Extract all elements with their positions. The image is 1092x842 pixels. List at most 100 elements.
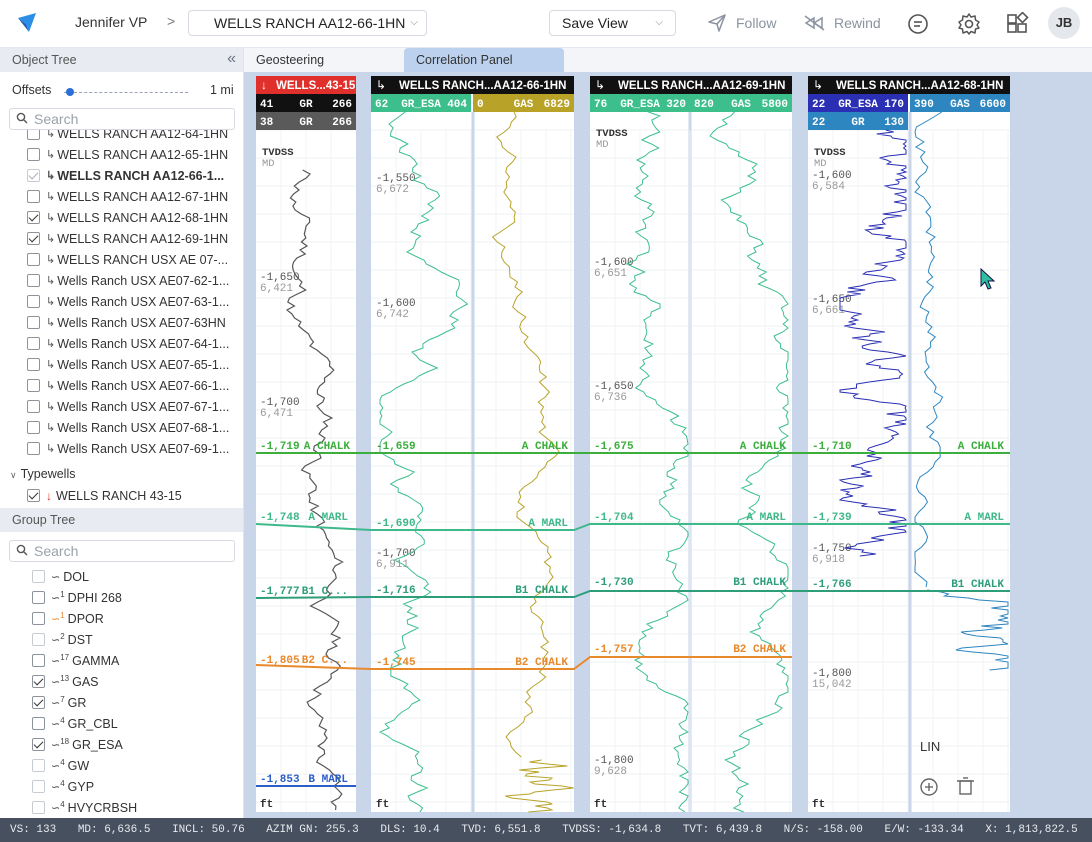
breadcrumb-user[interactable]: Jennifer VP <box>75 14 148 30</box>
typewell-item[interactable]: ↓ WELLS RANCH 43-15 <box>27 485 239 506</box>
group-tree-item[interactable]: ∽4 GYP <box>32 776 94 797</box>
object-checkbox[interactable] <box>27 379 40 392</box>
object-tree-item[interactable]: ↳ WELLS RANCH AA12-64-1HN <box>27 130 239 144</box>
group-checkbox[interactable] <box>32 696 45 709</box>
rewind-icon <box>804 15 825 31</box>
object-checkbox[interactable] <box>27 274 40 287</box>
follow-button[interactable]: Follow <box>706 12 776 34</box>
group-checkbox[interactable] <box>32 759 45 772</box>
object-tree-item[interactable]: ↳ WELLS RANCH AA12-69-1HN <box>27 228 239 249</box>
track-header[interactable] <box>256 76 356 94</box>
widgets-icon[interactable] <box>1005 12 1029 36</box>
app-logo-icon[interactable] <box>16 12 38 34</box>
object-search-input[interactable]: Search <box>9 108 235 130</box>
object-tree-item[interactable]: ↳ Wells Ranch USX AE07-64-1... <box>27 333 239 354</box>
curve-header[interactable] <box>590 94 690 112</box>
object-checkbox[interactable] <box>27 295 40 308</box>
curve-header[interactable] <box>808 112 908 130</box>
object-checkbox[interactable] <box>27 316 40 329</box>
group-checkbox[interactable] <box>32 612 45 625</box>
track-header[interactable] <box>808 76 1010 94</box>
object-tree-item[interactable]: ↳ WELLS RANCH AA12-68-1HN <box>27 207 239 228</box>
group-tree-item[interactable]: ∽1 DPHI 268 <box>32 587 122 608</box>
object-tree-item[interactable]: ↳ Wells Ranch USX AE07-65-1... <box>27 354 239 375</box>
object-checkbox[interactable] <box>27 421 40 434</box>
formation-top-line[interactable] <box>255 590 1010 599</box>
curve-header[interactable] <box>690 94 792 112</box>
group-checkbox[interactable] <box>32 675 45 688</box>
object-tree-item[interactable]: ↳ Wells Ranch USX AE07-67-1... <box>27 396 239 417</box>
object-checkbox[interactable] <box>27 253 40 266</box>
gear-icon[interactable] <box>957 12 981 36</box>
chat-icon[interactable] <box>906 12 930 36</box>
well-path-icon: ↳ <box>46 233 56 245</box>
user-avatar[interactable]: JB <box>1048 7 1080 39</box>
track-header[interactable] <box>590 76 792 94</box>
add-track-icon[interactable] <box>920 778 938 796</box>
object-checkbox[interactable] <box>27 400 40 413</box>
object-tree-item[interactable]: ↳ Wells Ranch USX AE07-63HN <box>27 312 239 333</box>
curve-header[interactable] <box>910 94 1010 112</box>
object-checkbox[interactable] <box>27 358 40 371</box>
formation-top-line[interactable] <box>255 656 792 670</box>
object-tree-item[interactable]: ↳ WELLS RANCH AA12-66-1... <box>27 165 239 186</box>
curve-header[interactable] <box>808 94 908 112</box>
group-checkbox[interactable] <box>32 654 45 667</box>
curve-header[interactable] <box>473 94 574 112</box>
object-tree-item[interactable]: ↳ Wells Ranch USX AE07-69-1... <box>27 438 239 459</box>
object-tree-item[interactable]: ↳ Wells Ranch USX AE07-66-1... <box>27 375 239 396</box>
group-tree-item[interactable]: ∽2 DST <box>32 629 93 650</box>
depth-md: 6,421 <box>260 283 293 295</box>
well-select-value: WELLS RANCH AA12-66-1HN <box>214 15 406 31</box>
object-checkbox[interactable] <box>27 232 40 245</box>
object-tree-item[interactable]: ↳ Wells Ranch USX AE07-68-1... <box>27 417 239 438</box>
group-tree-item[interactable]: ∽1 DPOR <box>32 608 104 629</box>
curve-header[interactable] <box>256 112 356 130</box>
curve-header[interactable] <box>371 94 471 112</box>
object-checkbox[interactable] <box>27 442 40 455</box>
track-header[interactable] <box>371 76 574 94</box>
object-checkbox[interactable] <box>27 190 40 203</box>
object-tree-item[interactable]: ↳ WELLS RANCH AA12-67-1HN <box>27 186 239 207</box>
group-checkbox[interactable] <box>32 738 45 751</box>
group-tree-item[interactable]: ∽4 HVYCRBSH <box>32 797 137 818</box>
group-checkbox[interactable] <box>32 633 45 646</box>
collapse-panel-icon[interactable]: « <box>227 50 236 67</box>
group-tree-item[interactable]: ∽7 GR <box>32 692 86 713</box>
offsets-slider-handle[interactable] <box>66 88 74 96</box>
object-tree-item[interactable]: ↳ Wells Ranch USX AE07-62-1... <box>27 270 239 291</box>
object-tree-item[interactable]: ↳ WELLS RANCH USX AE 07-... <box>27 249 239 270</box>
object-checkbox[interactable] <box>27 337 40 350</box>
tab-correlation-panel[interactable]: Correlation Panel <box>404 48 564 72</box>
group-tree-item[interactable]: ∽4 GW <box>32 755 89 776</box>
typewells-group[interactable]: ∨ Typewells <box>10 467 75 481</box>
curve-header[interactable] <box>256 94 356 112</box>
curve-name: GR <box>299 117 313 129</box>
object-checkbox[interactable] <box>27 148 40 161</box>
object-tree-item[interactable]: ↳ WELLS RANCH AA12-65-1HN <box>27 144 239 165</box>
group-tree-item[interactable]: ∽4 GR_CBL <box>32 713 118 734</box>
group-tree-item[interactable]: ∽17 GAMMA <box>32 650 119 671</box>
group-search-input[interactable]: Search <box>9 540 235 562</box>
object-checkbox[interactable] <box>27 130 40 140</box>
group-tree-item[interactable]: ∽13 GAS <box>32 671 99 692</box>
group-checkbox[interactable] <box>32 570 45 583</box>
object-tree-item[interactable]: ↳ Wells Ranch USX AE07-63-1... <box>27 291 239 312</box>
group-checkbox[interactable] <box>32 591 45 604</box>
group-tree-item[interactable]: ∽ DOL <box>32 568 89 587</box>
group-tree-item[interactable]: ∽18 GR_ESA <box>32 734 123 755</box>
object-checkbox[interactable] <box>27 211 40 224</box>
save-view-dropdown[interactable]: Save View ⌵ <box>549 10 676 36</box>
trash-icon[interactable] <box>957 777 974 795</box>
well-select-dropdown[interactable]: WELLS RANCH AA12-66-1HN ⌵ <box>188 10 427 36</box>
offsets-slider-track[interactable] <box>64 92 188 93</box>
correlation-tracks[interactable]: WELLS...43-15 ↓ WELLS RANCH...AA12-66-1HN ↳… <box>244 72 1092 818</box>
formation-top-line[interactable] <box>255 523 1010 531</box>
object-checkbox[interactable] <box>27 169 40 182</box>
typewell-checkbox[interactable] <box>27 489 40 502</box>
group-checkbox[interactable] <box>32 717 45 730</box>
group-checkbox[interactable] <box>32 780 45 793</box>
rewind-button[interactable]: Rewind <box>804 12 881 34</box>
tab-geosteering[interactable]: Geosteering <box>256 53 325 67</box>
group-checkbox[interactable] <box>32 801 45 814</box>
